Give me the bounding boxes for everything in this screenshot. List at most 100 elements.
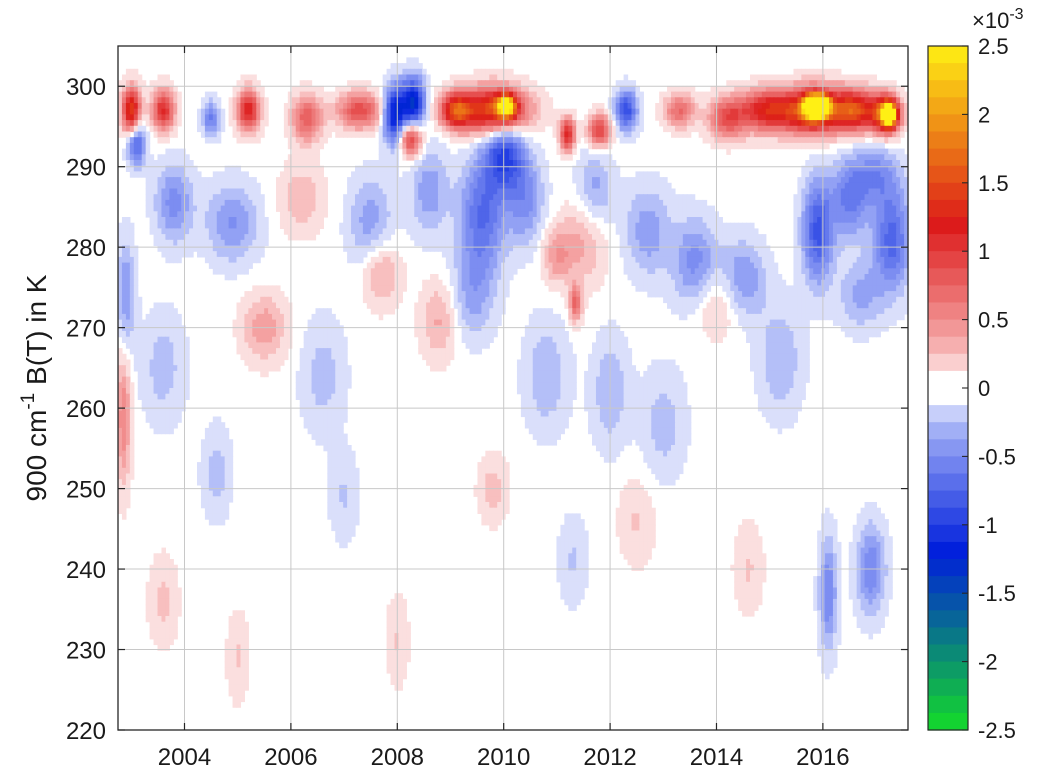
heatmap-cell [169, 160, 174, 167]
heatmap-cell [595, 114, 601, 121]
heatmap-cell [836, 85, 842, 93]
heatmap-cell [469, 80, 475, 87]
heatmap-cell [248, 222, 253, 229]
heatmap-cell [738, 222, 743, 229]
heatmap-cell [825, 205, 830, 212]
heatmap-cell [307, 91, 313, 98]
heatmap-cell [465, 211, 471, 218]
heatmap-cell [157, 205, 163, 212]
heatmap-cell [856, 251, 862, 258]
heatmap-cell [603, 239, 609, 247]
heatmap-cell [319, 217, 324, 224]
heatmap-cell [595, 251, 601, 258]
heatmap-cell [299, 103, 305, 110]
heatmap-cell [157, 131, 163, 138]
heatmap-cell [410, 97, 415, 104]
heatmap-cell [244, 108, 249, 115]
heatmap-cell [595, 108, 601, 115]
heatmap-cell [453, 154, 459, 161]
heatmap-cell [781, 85, 787, 93]
heatmap-cell [576, 171, 581, 178]
heatmap-cell [315, 171, 321, 178]
heatmap-cell [193, 211, 198, 218]
heatmap-cell [829, 131, 834, 138]
heatmap-cell [240, 194, 245, 201]
heatmap-cell [884, 125, 889, 133]
heatmap-cell [430, 160, 435, 167]
heatmap-cell [453, 85, 459, 93]
heatmap-cell [445, 91, 451, 98]
heatmap-cell [832, 154, 838, 161]
heatmap-cell [315, 165, 321, 172]
heatmap-cell [185, 177, 190, 184]
heatmap-cell [173, 160, 178, 167]
heatmap-cell [358, 205, 364, 212]
heatmap-cell [303, 182, 309, 190]
heatmap-cell [248, 239, 253, 247]
heatmap-cell [572, 256, 577, 264]
heatmap-cell [307, 160, 313, 167]
heatmap-cell [726, 85, 731, 93]
heatmap-cell [726, 239, 731, 247]
heatmap-cell [876, 103, 881, 110]
heatmap-cell [667, 217, 672, 224]
heatmap-cell [489, 108, 494, 115]
heatmap-cell [477, 165, 482, 172]
heatmap-cell [678, 239, 684, 247]
heatmap-cell [426, 205, 431, 212]
heatmap-cell [864, 205, 870, 212]
heatmap-cell [185, 222, 190, 229]
heatmap-cell [848, 131, 854, 138]
heatmap-cell [402, 177, 407, 184]
heatmap-cell [532, 108, 538, 115]
heatmap-cell [505, 222, 510, 229]
heatmap-cell [623, 177, 629, 184]
heatmap-cell [524, 108, 530, 115]
heatmap-cell [410, 114, 415, 121]
heatmap-cell [177, 211, 182, 218]
heatmap-cell [864, 251, 870, 258]
heatmap-cell [366, 194, 372, 201]
heatmap-cell [588, 137, 593, 144]
heatmap-cell [216, 217, 222, 224]
heatmap-cell [856, 228, 862, 235]
heatmap-cell [892, 160, 897, 167]
heatmap-cell [520, 239, 526, 247]
heatmap-cell [430, 199, 435, 207]
heatmap-cell [477, 239, 482, 247]
heatmap-cell [884, 199, 889, 207]
heatmap-cell [153, 108, 159, 115]
heatmap-cell [552, 222, 558, 229]
heatmap-cell [505, 85, 510, 93]
heatmap-cell [244, 177, 249, 184]
heatmap-cell [299, 222, 305, 229]
heatmap-cell [627, 217, 633, 224]
heatmap-cell [355, 103, 360, 110]
heatmap-cell [718, 222, 723, 229]
heatmap-cell [750, 142, 755, 150]
heatmap-cell [445, 234, 451, 241]
heatmap-cell [694, 234, 700, 241]
heatmap-cell [248, 120, 253, 127]
heatmap-cell [722, 108, 727, 115]
heatmap-cell [315, 125, 321, 133]
heatmap-cell [212, 171, 218, 178]
heatmap-cell [422, 182, 427, 190]
heatmap-cell [248, 114, 253, 121]
heatmap-cell [595, 199, 601, 207]
heatmap-cell [817, 205, 822, 212]
heatmap-cell [430, 188, 435, 195]
heatmap-cell [374, 114, 380, 121]
heatmap-cell [232, 91, 238, 98]
heatmap-cell [469, 142, 475, 150]
heatmap-cell [287, 194, 293, 201]
heatmap-cell [410, 137, 415, 144]
heatmap-cell [228, 188, 234, 195]
heatmap-cell [663, 205, 668, 212]
heatmap-cell [121, 108, 127, 115]
heatmap-cell [311, 108, 317, 115]
heatmap-cell [445, 177, 451, 184]
heatmap-cell [441, 177, 447, 184]
heatmap-cell [706, 245, 712, 252]
heatmap-cell [722, 125, 727, 133]
